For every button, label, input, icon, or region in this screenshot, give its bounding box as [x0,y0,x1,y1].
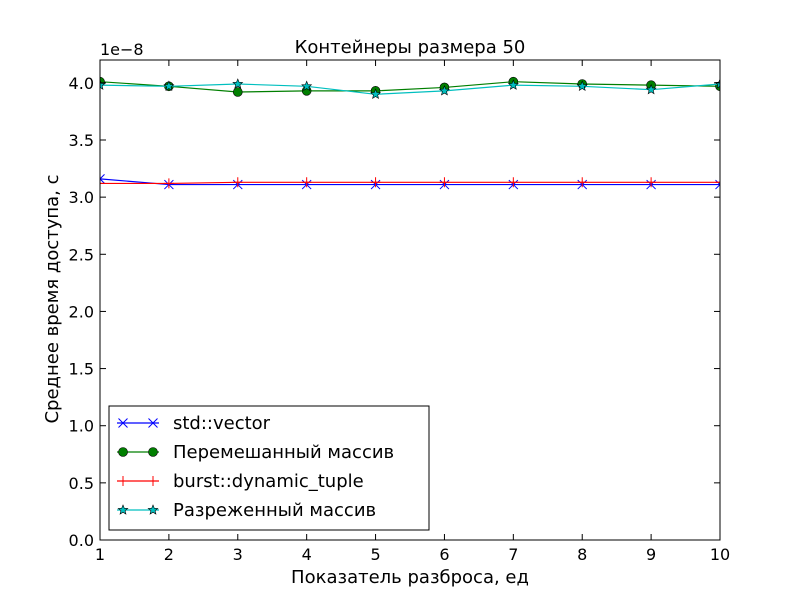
x-tick-label: 4 [302,545,312,564]
series-4 [100,78,720,99]
data-point [576,80,588,91]
data-point [507,79,519,90]
data-point [438,85,450,96]
axes: 1 2 3 4 5 6 7 8 9 10 0.0 0.5 1.0 1.5 2.0 2.5 3.0 3.5 4.0 [69,59,730,564]
y-tick-label: 1.0 [69,417,94,436]
x-tick-label: 9 [646,545,656,564]
legend-entry: std::vector [117,413,271,434]
x-axis-label: Показатель разброса, ед [291,567,529,588]
y-tick-label: 1.5 [69,360,94,379]
legend-label: Перемешанный массив [173,442,394,463]
data-point [577,177,588,188]
data-point [715,177,720,188]
legend-entry: Разреженный массив [117,500,376,521]
series-2 [100,76,720,97]
x-tick-label: 2 [164,545,174,564]
series-line [100,178,720,186]
data-point [100,79,106,90]
data-point [232,78,244,89]
x-tick-label: 7 [508,545,518,564]
data-point [646,177,657,188]
legend-marker [148,476,158,486]
legend-marker [147,504,159,515]
axes-frame [99,59,721,541]
y-tick-label: 2.0 [69,302,94,321]
plot-area [100,76,720,190]
data-point [232,87,243,97]
x-tick-label: 1 [95,545,105,564]
legend-label: std::vector [173,413,271,434]
data-point [100,174,105,184]
y-tick-label: 0.0 [69,531,94,550]
series-line [100,83,720,95]
data-point [301,80,313,91]
y-axis-label: Среднее время доступа, с [42,174,63,423]
data-point [715,179,720,190]
y-offset-label: 1e−8 [100,40,144,59]
legend-entry: Перемешанный массив [117,442,394,463]
data-point [163,178,174,189]
data-point [163,80,175,91]
legend-marker [117,504,129,515]
data-point [508,177,519,188]
data-point [301,177,312,188]
x-tick-label: 8 [577,545,587,564]
data-point [439,177,450,188]
chart-title: Контейнеры размера 50 [295,37,526,58]
legend-marker [118,476,128,486]
data-point [100,178,105,189]
y-tick-label: 3.0 [69,188,94,207]
legend-marker [118,418,128,428]
series-3 [100,177,720,189]
legend-marker [148,418,158,428]
legend-marker [118,447,128,457]
legend-label: burst::dynamic_tuple [173,471,364,492]
x-tick-label: 5 [370,545,380,564]
data-point [370,177,381,188]
legend-label: Разреженный массив [173,500,376,521]
legend-entry: burst::dynamic_tuple [117,471,364,492]
data-point [232,177,243,188]
legend-marker [148,447,158,457]
series-line [100,81,720,93]
y-tick-label: 2.5 [69,245,94,264]
data-point [370,88,382,99]
y-tick-label: 4.0 [69,74,94,93]
data-point [645,83,657,95]
legend-box [108,405,430,531]
y-tick-label: 3.5 [69,131,94,150]
y-tick-label: 0.5 [69,474,94,493]
x-tick-label: 10 [710,545,730,564]
x-tick-label: 6 [439,545,449,564]
series-line [100,181,720,185]
x-tick-label: 3 [233,545,243,564]
